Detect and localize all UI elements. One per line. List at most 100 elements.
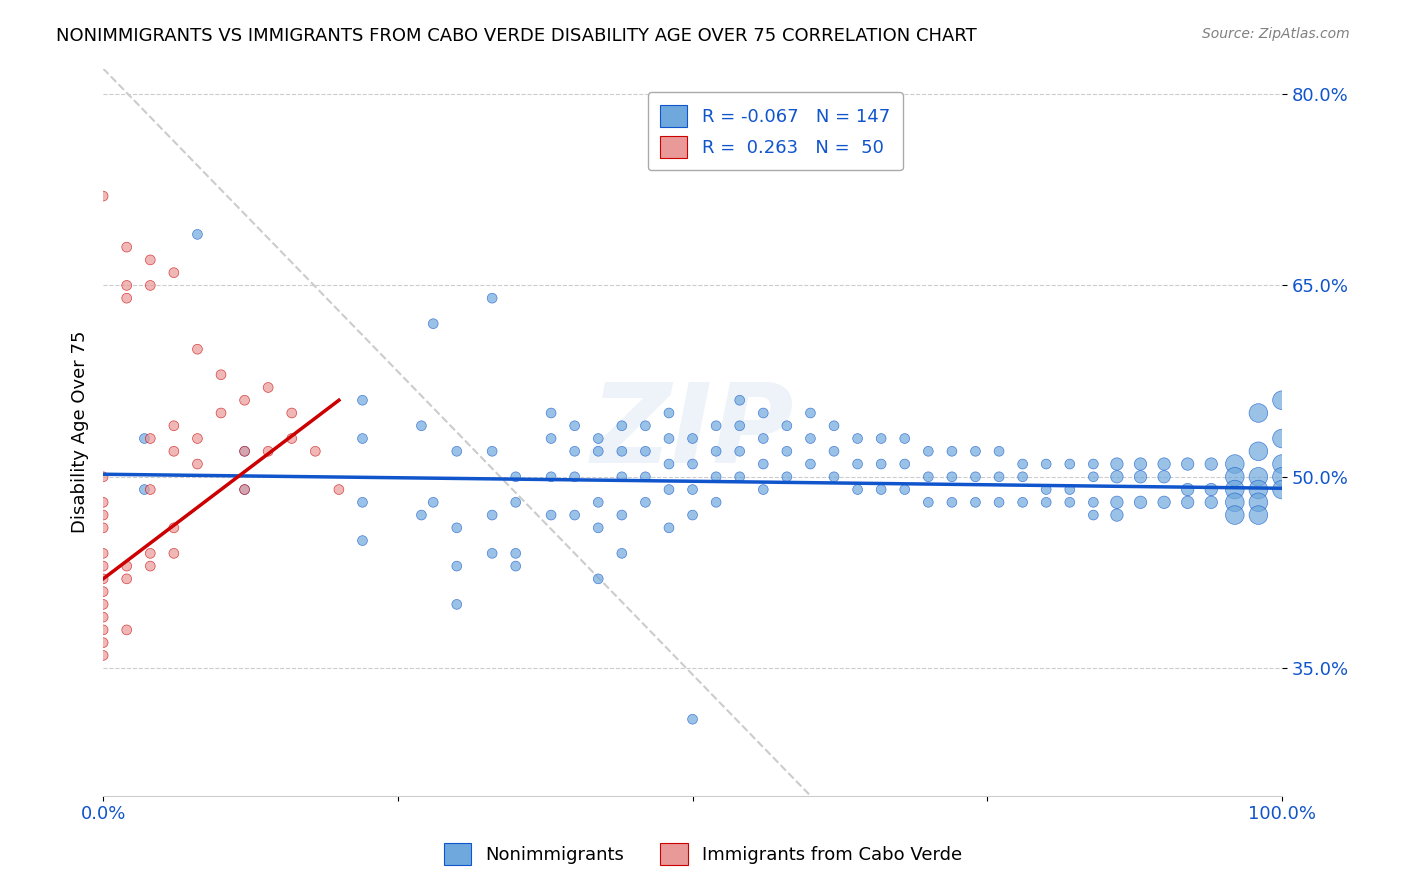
Point [1247, 495, 1270, 509]
Point [328, 483, 350, 497]
Point [1271, 470, 1294, 484]
Point [352, 495, 374, 509]
Point [352, 393, 374, 408]
Point [682, 712, 704, 726]
Point [422, 495, 444, 509]
Point [610, 508, 633, 522]
Point [704, 444, 727, 458]
Point [799, 432, 821, 446]
Point [91, 610, 114, 624]
Point [446, 521, 468, 535]
Point [91, 598, 114, 612]
Point [505, 470, 527, 484]
Point [658, 483, 681, 497]
Point [917, 470, 939, 484]
Point [988, 444, 1011, 458]
Text: Source: ZipAtlas.com: Source: ZipAtlas.com [1202, 27, 1350, 41]
Point [91, 508, 114, 522]
Point [186, 227, 208, 242]
Point [728, 444, 751, 458]
Point [209, 406, 232, 420]
Point [1083, 508, 1105, 522]
Point [233, 444, 256, 458]
Point [752, 432, 775, 446]
Point [728, 393, 751, 408]
Point [139, 483, 162, 497]
Point [1105, 495, 1128, 509]
Point [610, 418, 633, 433]
Point [1105, 508, 1128, 522]
Point [586, 432, 609, 446]
Point [1223, 457, 1246, 471]
Text: NONIMMIGRANTS VS IMMIGRANTS FROM CABO VERDE DISABILITY AGE OVER 75 CORRELATION C: NONIMMIGRANTS VS IMMIGRANTS FROM CABO VE… [56, 27, 977, 45]
Point [1105, 470, 1128, 484]
Point [233, 444, 256, 458]
Point [799, 457, 821, 471]
Point [658, 432, 681, 446]
Point [704, 470, 727, 484]
Point [823, 470, 845, 484]
Point [1059, 483, 1081, 497]
Point [1271, 432, 1294, 446]
Point [115, 572, 138, 586]
Point [91, 572, 114, 586]
Point [139, 432, 162, 446]
Point [1223, 470, 1246, 484]
Point [1247, 470, 1270, 484]
Point [139, 546, 162, 560]
Point [446, 559, 468, 574]
Point [91, 623, 114, 637]
Point [823, 418, 845, 433]
Point [186, 432, 208, 446]
Point [139, 559, 162, 574]
Point [1247, 483, 1270, 497]
Point [1129, 457, 1152, 471]
Point [941, 495, 963, 509]
Point [776, 470, 799, 484]
Point [540, 508, 562, 522]
Point [965, 470, 987, 484]
Point [1153, 470, 1175, 484]
Point [586, 444, 609, 458]
Point [115, 291, 138, 305]
Point [446, 444, 468, 458]
Point [115, 623, 138, 637]
Point [1059, 457, 1081, 471]
Point [752, 406, 775, 420]
Point [846, 457, 869, 471]
Point [988, 470, 1011, 484]
Point [564, 508, 586, 522]
Point [870, 483, 893, 497]
Point [139, 252, 162, 267]
Point [728, 418, 751, 433]
Point [752, 483, 775, 497]
Point [481, 546, 503, 560]
Point [91, 648, 114, 663]
Point [280, 432, 302, 446]
Point [799, 406, 821, 420]
Point [91, 546, 114, 560]
Point [1011, 457, 1033, 471]
Point [91, 189, 114, 203]
Point [481, 508, 503, 522]
Point [658, 406, 681, 420]
Point [422, 317, 444, 331]
Point [115, 240, 138, 254]
Point [1035, 495, 1057, 509]
Point [540, 406, 562, 420]
Point [634, 495, 657, 509]
Point [634, 444, 657, 458]
Point [1129, 470, 1152, 484]
Point [352, 432, 374, 446]
Point [823, 444, 845, 458]
Point [233, 393, 256, 408]
Point [586, 495, 609, 509]
Point [1105, 457, 1128, 471]
Point [91, 635, 114, 649]
Point [1271, 393, 1294, 408]
Point [1011, 495, 1033, 509]
Point [134, 483, 156, 497]
Point [1083, 495, 1105, 509]
Point [411, 508, 433, 522]
Point [1177, 457, 1199, 471]
